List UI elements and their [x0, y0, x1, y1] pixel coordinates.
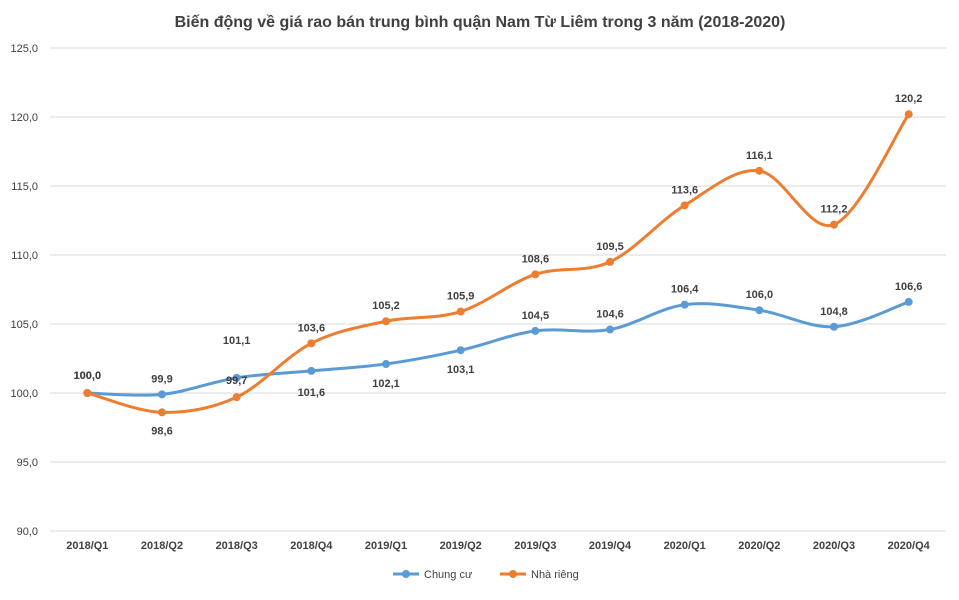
- data-point: [531, 270, 540, 279]
- data-label: 104,8: [820, 306, 848, 318]
- data-label: 105,9: [447, 291, 475, 303]
- data-point: [755, 306, 764, 315]
- data-point: [904, 297, 913, 306]
- data-point: [531, 326, 540, 335]
- data-label: 109,5: [596, 241, 624, 253]
- data-point: [158, 408, 166, 417]
- legend-label: Chung cư: [424, 569, 473, 581]
- legend-marker: [509, 570, 517, 578]
- data-label: 104,6: [596, 309, 624, 321]
- data-label: 103,1: [447, 364, 475, 376]
- series-lines: [83, 110, 913, 417]
- x-tick-label: 2020/Q3: [813, 540, 855, 552]
- data-point: [680, 201, 689, 210]
- data-label: 99,9: [151, 373, 172, 385]
- data-label: 100,0: [74, 370, 102, 382]
- data-point: [830, 322, 838, 331]
- data-label: 101,6: [298, 387, 326, 399]
- gridlines: [50, 47, 946, 532]
- data-label: 112,2: [821, 204, 848, 216]
- y-tick-label: 105,0: [10, 319, 38, 331]
- data-point: [830, 220, 838, 229]
- y-tick-label: 95,0: [17, 457, 38, 469]
- series-line-chung-cu: [85, 300, 911, 397]
- x-tick-label: 2018/Q2: [141, 540, 183, 552]
- x-tick-label: 2018/Q4: [290, 540, 333, 552]
- data-point: [307, 339, 316, 348]
- data-point: [680, 300, 689, 309]
- legend-marker: [402, 570, 410, 578]
- data-label: 106,6: [895, 281, 923, 293]
- chart-title: Biến động về giá rao bán trung bình quận…: [175, 14, 786, 31]
- data-label: 102,1: [372, 378, 400, 390]
- y-tick-label: 125,0: [10, 43, 38, 55]
- data-label: 108,6: [522, 253, 550, 265]
- x-tick-label: 2019/Q3: [514, 540, 556, 552]
- x-tick-label: 2019/Q4: [589, 540, 632, 552]
- data-point: [83, 389, 92, 397]
- data-label: 99,7: [226, 375, 247, 387]
- legend-item: Chung cư: [393, 569, 473, 581]
- data-label: 103,6: [298, 322, 326, 334]
- data-point: [158, 390, 166, 399]
- data-label: 106,4: [671, 284, 699, 296]
- legend-item: Nhà riêng: [500, 569, 579, 581]
- data-point: [382, 360, 390, 369]
- axes: 90,0 95,0 100,0 105,0 110,0 115,0 120,0 125,0 20…: [10, 43, 930, 552]
- x-tick-label: 2018/Q3: [216, 540, 258, 552]
- data-point: [456, 307, 465, 316]
- data-point: [307, 366, 316, 375]
- data-label: 98,6: [151, 425, 172, 437]
- data-point: [232, 393, 241, 402]
- data-label: 104,5: [522, 310, 550, 322]
- y-tick-label: 110,0: [11, 250, 38, 262]
- y-tick-label: 100,0: [10, 388, 38, 400]
- x-tick-label: 2020/Q4: [888, 540, 931, 552]
- data-point: [755, 166, 764, 175]
- y-tick-label: 90,0: [17, 526, 38, 538]
- x-tick-label: 2020/Q2: [738, 540, 780, 552]
- legend-label: Nhà riêng: [531, 569, 579, 581]
- data-point: [606, 257, 614, 266]
- y-tick-label: 120,0: [10, 112, 38, 124]
- x-tick-label: 2018/Q1: [66, 540, 108, 552]
- data-point: [606, 325, 614, 334]
- x-tick-label: 2019/Q1: [365, 540, 407, 552]
- x-tick-label: 2020/Q1: [664, 540, 706, 552]
- data-labels: 100,0 99,9 101,1 101,6 102,1 103,1 104,5 104,6 1…: [74, 93, 923, 437]
- data-label: 113,6: [671, 184, 698, 196]
- data-point: [382, 317, 390, 326]
- data-label: 106,0: [746, 289, 774, 301]
- x-tick-label: 2019/Q2: [440, 540, 482, 552]
- data-label: 116,1: [746, 150, 773, 162]
- data-point: [232, 373, 241, 382]
- data-point: [904, 110, 913, 119]
- legend: Chung cư Nhà riêng: [393, 569, 579, 581]
- data-label: 120,2: [895, 93, 923, 105]
- data-label: 105,2: [372, 300, 400, 312]
- y-tick-label: 115,0: [11, 181, 38, 193]
- data-point: [456, 346, 465, 355]
- data-label: 101,1: [223, 335, 251, 347]
- data-label: 100,0: [74, 370, 102, 382]
